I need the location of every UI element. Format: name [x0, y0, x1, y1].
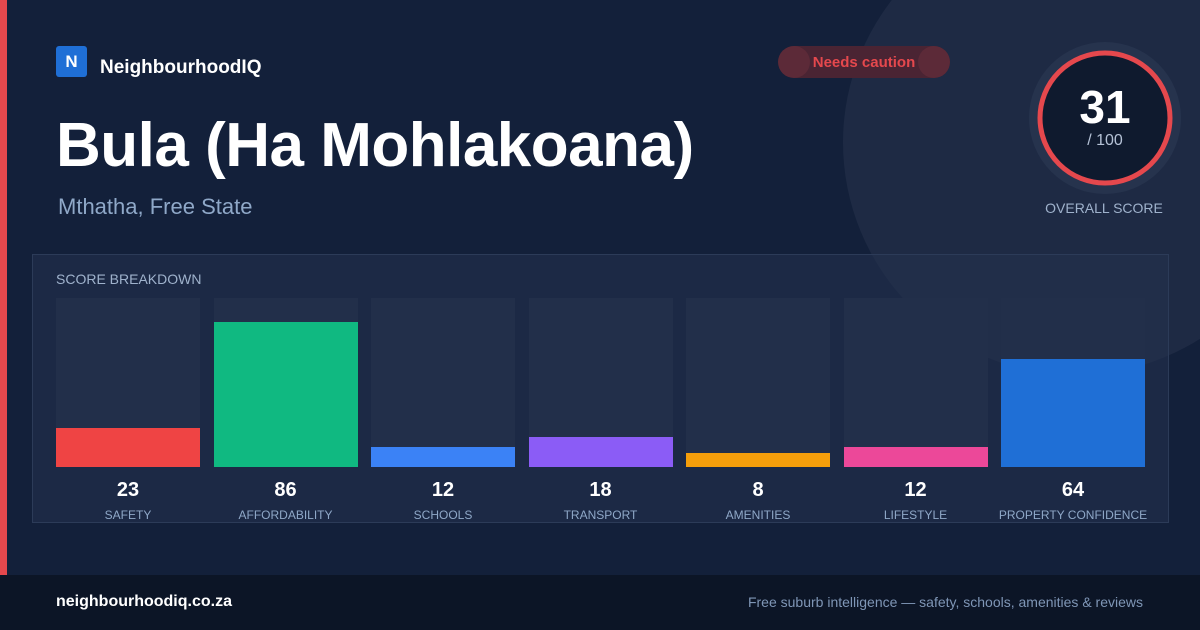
overall-score-ring [1029, 42, 1181, 194]
score-bar-fill [371, 447, 515, 467]
score-bar-track [1001, 298, 1145, 467]
badge-cap-left [778, 46, 810, 78]
overall-score-max: / 100 [1087, 132, 1123, 149]
score-bar-label: PROPERTY CONFIDENCE [998, 508, 1148, 522]
score-bar-label: AMENITIES [725, 508, 791, 522]
page-title: Bula (Ha Mohlakoana) [56, 111, 694, 180]
footer [0, 575, 1200, 630]
score-bar-affordability: 86 AFFORDABILITY [213, 298, 358, 522]
score-bar-value: 64 [1061, 479, 1085, 501]
score-bar-label: TRANSPORT [563, 508, 638, 522]
score-bar-transport: 18 TRANSPORT [528, 298, 673, 522]
score-ring-stroke [1037, 50, 1173, 186]
score-bar-amenities: 8 AMENITIES [686, 298, 830, 522]
status-badge: Needs caution [778, 46, 950, 78]
footer-tagline: Free suburb intelligence — safety, schoo… [747, 594, 1143, 610]
score-bar-schools: 12 SCHOOLS [371, 298, 515, 522]
score-bar-track [843, 298, 988, 467]
score-bar-track [56, 298, 200, 467]
score-bar-value: 18 [589, 479, 612, 501]
score-bar-property-confidence: 64 PROPERTY CONFIDENCE [999, 298, 1147, 522]
overall-score-label: OVERALL SCORE [1045, 200, 1163, 216]
footer-domain: neighbourhoodiq.co.za [56, 593, 232, 610]
score-bar-track [213, 298, 358, 467]
score-bar-value: 86 [274, 479, 297, 501]
score-bar-fill [213, 322, 358, 467]
score-bar-value: 23 [116, 479, 140, 501]
score-bar-track [371, 298, 515, 467]
suburb-location: Mthatha, Free State [58, 194, 253, 219]
left-accent-bar [0, 0, 7, 575]
score-bar-label: SCHOOLS [413, 508, 473, 522]
score-bar-label: AFFORDABILITY [238, 508, 333, 522]
score-bar-safety: 23 SAFETY [56, 298, 200, 522]
logo-icon: N [56, 46, 87, 77]
logo-letter: N [65, 51, 78, 71]
score-bar-fill [843, 447, 988, 467]
score-bar-value: 8 [752, 479, 764, 501]
score-bar-track [528, 298, 673, 467]
score-bar-track [686, 298, 830, 467]
score-bar-value: 12 [431, 479, 455, 501]
brand-name: NeighbourhoodIQ [100, 57, 262, 78]
score-bar-fill [528, 437, 673, 467]
score-breakdown-title: SCORE BREAKDOWN [56, 271, 202, 287]
badge-cap-right [918, 46, 950, 78]
score-bar-value: 12 [904, 479, 927, 501]
score-bar-label: SAFETY [104, 508, 152, 522]
score-bar-fill [1001, 359, 1145, 467]
score-bar-fill [686, 453, 830, 467]
score-bar-fill [56, 428, 200, 467]
score-bar-label: LIFESTYLE [883, 508, 948, 522]
overall-score-value: 31 [1079, 81, 1131, 133]
status-badge-label: Needs caution [812, 53, 916, 71]
score-bar-lifestyle: 12 LIFESTYLE [843, 298, 988, 522]
